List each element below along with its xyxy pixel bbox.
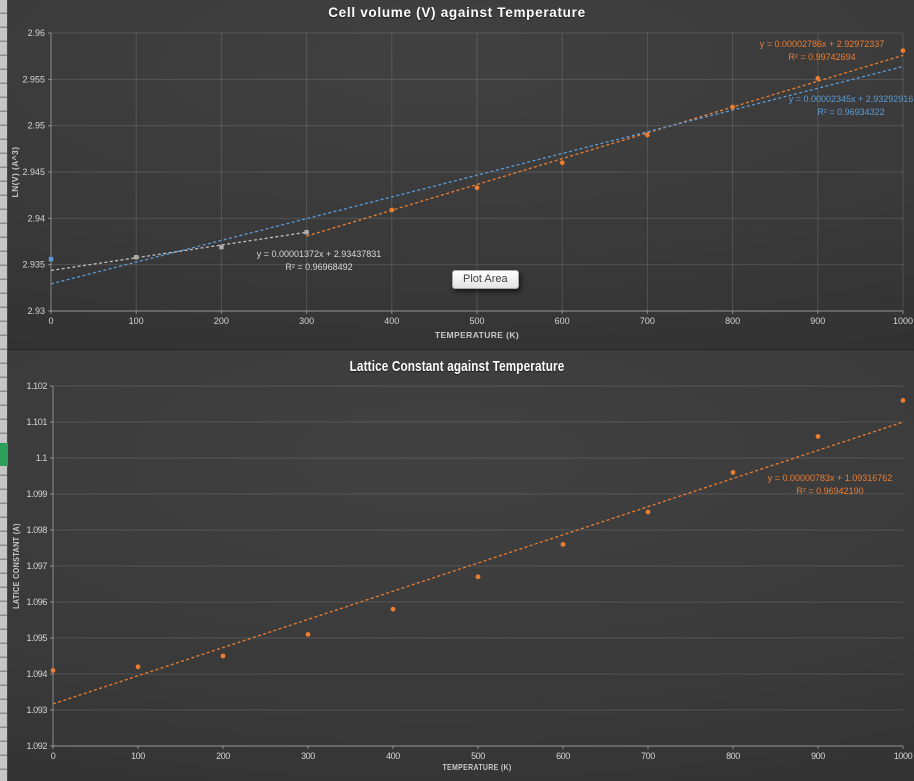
equation-text: y = 0.00002345x + 2.93292916 [788, 94, 914, 104]
x-tick-label: 500 [471, 751, 485, 761]
data-point [389, 207, 395, 213]
x-tick-label: 700 [641, 751, 655, 761]
data-point [900, 398, 906, 403]
chart-cell-volume[interactable]: 2.93 2.935 2.94 2.945 2.95 2.955 2.96 0 100 200 30… [0, 0, 914, 349]
orange-trendline [52, 421, 904, 705]
data-point [645, 132, 650, 138]
trendline-equation-orange: y = 0.00000783x + 1.09316762 R² = 0.9694… [740, 472, 914, 498]
data-point [645, 509, 651, 515]
x-tick-label: 400 [386, 751, 400, 761]
y-tick-label: 1.094 [26, 669, 47, 679]
data-point [559, 160, 565, 166]
x-tick-label: 300 [299, 316, 314, 326]
r-squared-text: R² = 0.96934322 [817, 107, 885, 117]
data-point [900, 48, 906, 54]
y-tick-label: 2.945 [22, 167, 45, 177]
y-tick-label: 1.102 [26, 381, 47, 391]
cell-volume-plot-area[interactable]: 2.93 2.935 2.94 2.945 2.95 2.955 2.96 0 100 200 30… [0, 0, 914, 349]
r-squared-text: R² = 0.96968492 [285, 262, 353, 272]
y-tick-label: 1.096 [26, 597, 47, 607]
y-tick-label: 1.1 [36, 453, 48, 463]
data-point [220, 653, 226, 659]
data-point [560, 542, 566, 547]
sheet-selection-green-mark [0, 443, 8, 466]
y-tick-label: 1.093 [26, 705, 47, 715]
x-tick-label: 0 [51, 751, 56, 761]
y-tick-label: 2.93 [27, 306, 45, 316]
data-point [135, 664, 141, 670]
x-tick-label: 200 [214, 316, 229, 326]
y-tick-label: 2.935 [22, 260, 45, 270]
chart-title-cell-volume: Cell volume (V) against Temperature [328, 5, 586, 20]
y-tick-label: 2.96 [27, 28, 45, 38]
x-tick-label: 200 [216, 751, 230, 761]
equation-text: y = 0.00001372x + 2.93437831 [256, 249, 382, 259]
data-point [304, 230, 309, 235]
x-tick-label: 800 [725, 316, 740, 326]
worksheet-edge-strip [0, 0, 8, 781]
x-tick-label: 600 [555, 316, 570, 326]
data-point [50, 668, 56, 673]
lattice-constant-plot-area[interactable]: 1.092 1.093 1.094 1.095 1.096 1.097 1.098 1.099… [0, 350, 914, 781]
x-tick-label: 100 [129, 316, 144, 326]
y-tick-label: 2.95 [27, 121, 45, 131]
data-point [390, 606, 396, 612]
data-point [134, 255, 139, 260]
trendline-equation-orange: y = 0.00002786x + 2.92972337 R² = 0.9974… [732, 38, 912, 64]
data-point [474, 185, 480, 191]
data-point [815, 76, 821, 81]
y-tick-label: 1.101 [26, 417, 47, 427]
y-tick-label: 1.098 [26, 525, 47, 535]
blue-trendline [50, 65, 904, 285]
y-tick-label: 2.955 [22, 74, 45, 84]
y-tick-label: 1.092 [26, 741, 47, 751]
r-squared-text: R² = 0.99742694 [788, 52, 856, 62]
y-tick-label: 1.095 [26, 633, 47, 643]
x-tick-label: 800 [726, 751, 740, 761]
y-tick-label: 1.099 [26, 489, 47, 499]
data-point [730, 104, 735, 110]
y-axis-title-lnv: LN(V) (A^3) [10, 146, 20, 198]
data-point [48, 256, 54, 262]
x-tick-label: 0 [48, 316, 53, 326]
r-squared-text: R² = 0.96942190 [796, 486, 864, 496]
chart-title-lattice-constant: Lattice Constant against Temperature [349, 358, 565, 375]
x-tick-label: 100 [131, 751, 145, 761]
x-tick-label: 900 [811, 751, 825, 761]
data-point [815, 434, 821, 439]
x-tick-label: 1000 [894, 751, 913, 761]
equation-text: y = 0.00000783x + 1.09316762 [767, 473, 893, 483]
data-point [305, 632, 311, 637]
data-point [730, 470, 736, 475]
x-tick-label: 900 [810, 316, 825, 326]
x-tick-label: 300 [301, 751, 315, 761]
x-axis-title-temperature: TEMPERATURE (K) [442, 762, 512, 772]
x-tick-label: 500 [469, 316, 484, 326]
x-tick-label: 1000 [893, 316, 913, 326]
data-point [475, 574, 481, 580]
y-tick-label: 1.097 [26, 561, 47, 571]
x-tick-label: 700 [640, 316, 655, 326]
trendline-equation-blue: y = 0.00002345x + 2.93292916 R² = 0.9693… [761, 93, 914, 119]
trendline-equation-gray: y = 0.00001372x + 2.93437831 R² = 0.9696… [229, 248, 409, 274]
plot-area-tooltip: Plot Area [452, 270, 519, 289]
data-point [219, 244, 224, 250]
y-tick-label: 2.94 [27, 213, 45, 223]
x-axis-title-temperature: TEMPERATURE (K) [434, 330, 520, 340]
x-tick-label: 400 [384, 316, 399, 326]
equation-text: y = 0.00002786x + 2.92972337 [759, 39, 885, 49]
chart-lattice-constant[interactable]: 1.092 1.093 1.094 1.095 1.096 1.097 1.098 1.099… [0, 349, 914, 781]
y-axis-title-lattice-constant: LATICE CONSTANT (A) [11, 523, 21, 609]
orange-trendline [306, 54, 904, 237]
x-tick-label: 600 [556, 751, 570, 761]
